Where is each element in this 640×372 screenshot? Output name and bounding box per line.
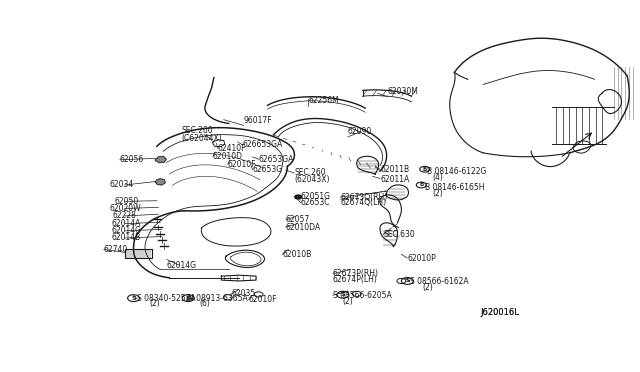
Text: S: S <box>131 296 136 301</box>
Text: 62653G: 62653G <box>253 165 283 174</box>
Text: 62050: 62050 <box>115 197 139 206</box>
Text: 62056: 62056 <box>120 155 144 164</box>
Polygon shape <box>156 179 165 185</box>
Text: 62228: 62228 <box>113 211 136 221</box>
Text: 62020W: 62020W <box>110 204 141 213</box>
Text: 62010B: 62010B <box>282 250 312 259</box>
Text: (62043X): (62043X) <box>294 175 330 184</box>
Text: 62014A: 62014A <box>111 219 141 228</box>
Text: (2): (2) <box>432 189 443 198</box>
Text: (2): (2) <box>422 283 433 292</box>
Text: 62256M: 62256M <box>308 96 339 105</box>
Text: 62740: 62740 <box>104 245 128 254</box>
Text: N 08913-6365A: N 08913-6365A <box>188 294 248 303</box>
Text: J620016L: J620016L <box>480 308 519 317</box>
Text: (C62044X): (C62044X) <box>182 134 223 143</box>
Text: 62090: 62090 <box>348 127 372 136</box>
Text: 62011B: 62011B <box>380 165 409 174</box>
Text: 62014G: 62014G <box>111 226 141 235</box>
Text: B: B <box>419 183 424 187</box>
Text: 96017F: 96017F <box>244 116 272 125</box>
Text: 62014B: 62014B <box>111 234 141 243</box>
Text: S 08566-6162A: S 08566-6162A <box>410 277 468 286</box>
Text: 62674P(LH): 62674P(LH) <box>333 275 378 284</box>
Text: 62011A: 62011A <box>380 175 410 184</box>
Text: J620016L: J620016L <box>480 308 519 317</box>
Text: S 08340-5252A: S 08340-5252A <box>137 294 196 303</box>
Text: S: S <box>405 279 410 283</box>
Text: 62035: 62035 <box>231 289 255 298</box>
Text: 626653GA: 626653GA <box>243 140 283 149</box>
Text: (4): (4) <box>432 173 443 182</box>
Text: (2): (2) <box>150 299 160 308</box>
Text: 62010P: 62010P <box>408 254 436 263</box>
Text: 62030M: 62030M <box>388 87 419 96</box>
Text: B 08146-6122G: B 08146-6122G <box>428 167 486 176</box>
Text: 62014G: 62014G <box>167 261 197 270</box>
Text: 62010F: 62010F <box>249 295 277 304</box>
Text: (6): (6) <box>199 299 210 308</box>
Text: SEC.630: SEC.630 <box>383 230 415 239</box>
Text: B 08146-6165H: B 08146-6165H <box>425 183 484 192</box>
Text: N: N <box>186 296 191 301</box>
Text: 62051G: 62051G <box>301 192 331 201</box>
Text: 62673Q(RH): 62673Q(RH) <box>340 193 388 202</box>
Text: SEC.260: SEC.260 <box>182 126 213 135</box>
Text: 62674Q(LH): 62674Q(LH) <box>340 198 387 207</box>
Text: (2): (2) <box>342 297 353 306</box>
Text: 62057: 62057 <box>286 215 310 224</box>
Text: 62653C: 62653C <box>301 198 330 207</box>
Text: SEC.260: SEC.260 <box>294 168 326 177</box>
Text: 62010DA: 62010DA <box>286 222 321 232</box>
Text: 62034: 62034 <box>110 180 134 189</box>
Text: 62010F: 62010F <box>228 160 256 169</box>
Text: B: B <box>422 167 427 172</box>
Text: 62673P(RH): 62673P(RH) <box>333 269 379 278</box>
Polygon shape <box>156 156 166 163</box>
Text: 62010D: 62010D <box>213 152 243 161</box>
Text: 62653GA: 62653GA <box>259 155 294 164</box>
Circle shape <box>295 195 301 199</box>
Text: S 08566-6205A: S 08566-6205A <box>333 291 392 300</box>
Text: 62410F: 62410F <box>218 144 246 153</box>
Text: S: S <box>340 292 345 297</box>
